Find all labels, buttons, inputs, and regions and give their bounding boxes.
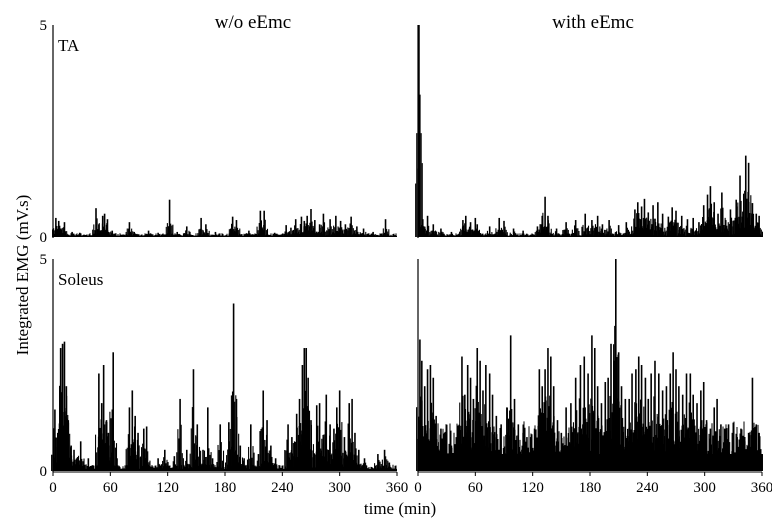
emg-burst [260, 210, 269, 237]
emg-burst [113, 458, 121, 471]
emg-burst [755, 432, 763, 471]
emg-burst [622, 222, 631, 237]
x-tick-label: 180 [579, 480, 602, 496]
y-tick-label: 0 [40, 464, 48, 480]
emg-burst [359, 228, 368, 237]
emg-burst [232, 398, 241, 471]
emg-burst [447, 445, 456, 471]
emg-burst [423, 215, 432, 237]
emg-burst [509, 228, 518, 237]
y-tick-label: 5 [40, 18, 48, 34]
panel-1 [415, 25, 763, 238]
x-tick-label: 0 [414, 480, 422, 496]
y-tick-label: 5 [40, 252, 48, 268]
x-tick-label: 300 [328, 480, 351, 496]
emg-burst [500, 220, 508, 237]
emg-burst [211, 231, 220, 237]
emg-burst [60, 222, 69, 237]
emg-burst [182, 449, 191, 471]
emg-burst [176, 398, 184, 471]
emg-burst [203, 407, 212, 471]
row-label: Soleus [58, 270, 103, 289]
emg-burst [614, 225, 623, 237]
x-tick-label: 60 [468, 480, 483, 496]
emg-burst [245, 230, 253, 237]
emg-burst [672, 210, 680, 237]
emg-burst [544, 215, 552, 237]
panel-0: 0 5 TA [40, 18, 397, 246]
emg-burst [144, 230, 153, 237]
emg-burst [485, 226, 494, 237]
emg-burst [84, 458, 93, 471]
emg-burst [473, 224, 482, 237]
panel-2: 0 5 0 60 120 180 240 300 360 Soleus [40, 252, 409, 496]
emg-burst [271, 458, 280, 471]
emg-burst [360, 458, 369, 471]
emg-burst [562, 222, 570, 237]
emg-burst [109, 352, 118, 471]
emg-burst [125, 222, 134, 237]
x-tick-label: 240 [636, 480, 659, 496]
x-tick-label: 360 [386, 480, 409, 496]
x-tick-label: 240 [271, 480, 294, 496]
emg-burst [182, 226, 191, 237]
emg-burst [447, 231, 456, 237]
emg-burst [335, 390, 344, 471]
emg-burst [232, 220, 241, 237]
x-axis-label: time (min) [363, 499, 437, 518]
emg-burst [429, 224, 438, 237]
row-label: TA [58, 36, 80, 55]
x-tick-label: 360 [751, 480, 772, 496]
y-axis-label: Integrated EMG (mV.s) [13, 194, 32, 356]
emg-burst [581, 213, 590, 237]
emg-burst [142, 426, 151, 471]
emg-burst [374, 454, 382, 471]
x-tick-label: 0 [49, 480, 57, 496]
emg-burst [437, 228, 445, 237]
emg-burst [552, 228, 561, 237]
emg-burst [353, 226, 361, 237]
emg-burst [571, 220, 580, 237]
emg-burst [216, 424, 225, 471]
emg-burst [519, 230, 527, 237]
emg-burst [130, 231, 139, 237]
emg-burst [369, 231, 377, 237]
column-title-with-eemc: with eEmc [552, 12, 634, 33]
x-tick-label: 120 [521, 480, 544, 496]
y-tick-label: 0 [40, 230, 48, 246]
panel-3: 0 60 120 180 240 300 360 [414, 259, 772, 496]
x-tick-label: 300 [693, 480, 716, 496]
x-tick-label: 180 [214, 480, 237, 496]
x-tick-label: 120 [156, 480, 179, 496]
x-tick-label: 60 [103, 480, 118, 496]
emg-burst [160, 449, 169, 471]
emg-burst [154, 458, 162, 471]
emg-burst [385, 462, 394, 471]
emg-burst [202, 224, 210, 237]
emg-burst [173, 231, 182, 237]
column-title-without-eemc: w/o eEmc [214, 12, 292, 33]
emg-burst [415, 25, 423, 237]
emg-burst [68, 231, 76, 237]
emg-burst [108, 230, 117, 237]
emg-burst [381, 219, 390, 237]
emg-burst [380, 449, 389, 471]
emg-burst [75, 232, 84, 237]
emg-burst [154, 232, 162, 237]
emg-burst [246, 424, 255, 471]
emg-burst [76, 441, 85, 471]
emg-burst [605, 220, 613, 237]
emg-burst [208, 458, 217, 471]
emg-burst [347, 216, 355, 237]
emg-burst [165, 199, 174, 237]
emg-burst [319, 213, 328, 237]
emg-burst [270, 232, 279, 237]
emg-burst [755, 215, 763, 237]
